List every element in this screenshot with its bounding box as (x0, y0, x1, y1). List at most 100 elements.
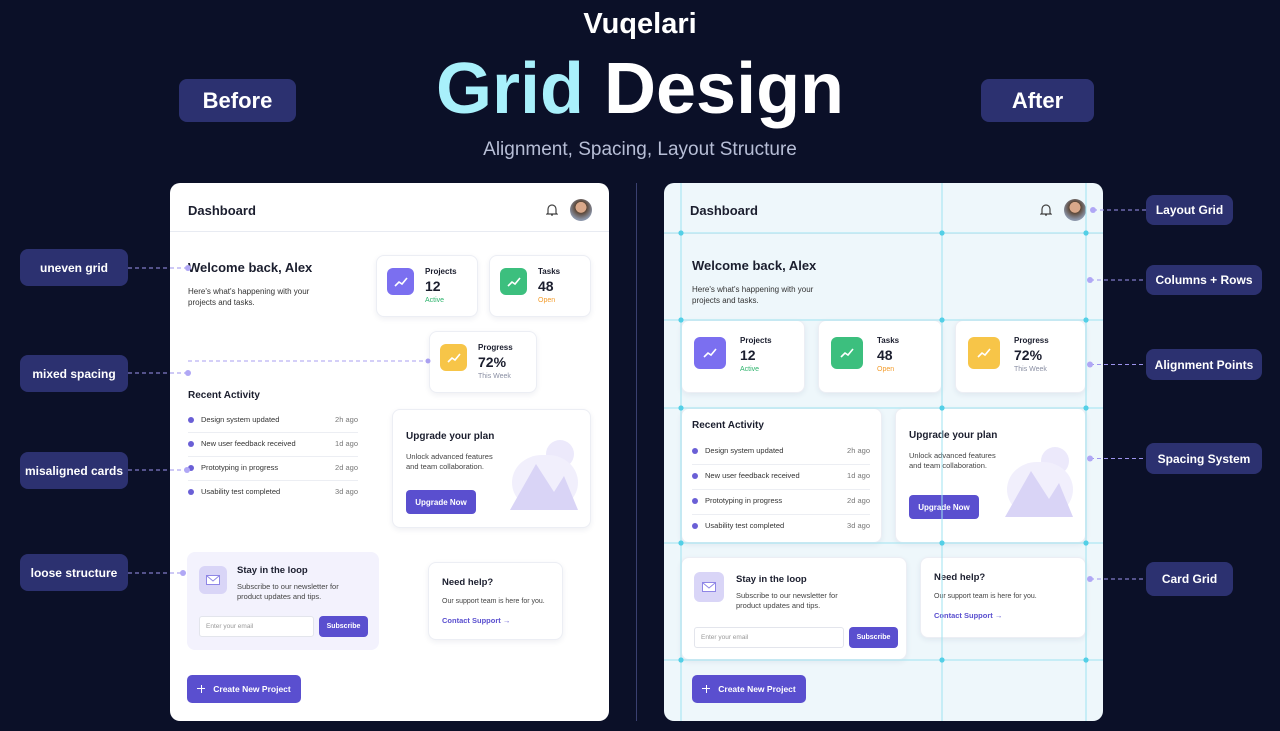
activity-dot (692, 448, 698, 454)
subscribe-button[interactable]: Subscribe (849, 627, 898, 648)
upgrade-card: Upgrade your plan Unlock advanced feature… (895, 408, 1086, 543)
activity-separator (188, 432, 358, 433)
brand: Vuqelari (583, 8, 697, 40)
newsletter-card: Stay in the loop Subscribe to our newslet… (187, 552, 379, 650)
icon-glyph (393, 276, 408, 287)
annotation-pill: uneven grid (20, 249, 128, 286)
subscribe-button[interactable]: Subscribe (319, 616, 368, 637)
activity-dot (692, 523, 698, 529)
divider (636, 183, 637, 721)
create-button[interactable]: Create New Project (692, 675, 806, 703)
upgrade-text: Unlock advanced features and team collab… (909, 451, 996, 470)
newsletter-title: Stay in the loop (736, 574, 807, 585)
create-label: Create New Project (213, 684, 291, 694)
activity-separator (692, 513, 870, 515)
annotation-pill: Alignment Points (1146, 349, 1262, 380)
header-title: Dashboard (188, 203, 256, 218)
stat-label: Projects (740, 336, 772, 345)
icon (199, 566, 227, 594)
activity-separator (188, 480, 358, 481)
bell-icon (1039, 203, 1053, 217)
annotation-pill: loose structure (20, 554, 128, 591)
activity-time: 3d ago (335, 487, 358, 496)
activity-text: New user feedback received (201, 439, 296, 448)
annotation-pill: mixed spacing (20, 355, 128, 392)
headline-rest: Design (603, 49, 845, 129)
activity-time: 1d ago (335, 439, 358, 448)
subtitle: Alignment, Spacing, Layout Structure (483, 139, 797, 160)
stat-card: Projects 12 Active (681, 320, 805, 393)
mountains (1005, 446, 1073, 517)
annotation-pill: Layout Grid (1146, 195, 1233, 225)
activity-text: Prototyping in progress (705, 496, 783, 505)
stat-label: Projects (425, 267, 457, 276)
icon-glyph (703, 348, 717, 358)
upgrade-text: Unlock advanced features and team collab… (406, 452, 493, 471)
activity-time: 1d ago (847, 471, 870, 480)
create-label: Create New Project (718, 684, 796, 694)
stat-label: Tasks (538, 267, 561, 276)
avatar[interactable] (1064, 199, 1086, 221)
email-input[interactable]: Enter your email (199, 616, 314, 637)
headline: Grid Design (0, 48, 1280, 130)
after-dashboard: Dashboard Welcome back, Alex Here's what's… (664, 183, 1103, 721)
help-card: Need help? Our support team is here for y… (428, 562, 563, 640)
intro: Here's what's happening with your projec… (188, 287, 310, 307)
stat-note: This Week (1014, 366, 1047, 373)
header-title: Dashboard (690, 203, 758, 218)
help-link[interactable]: Contact Support → (442, 616, 511, 625)
activity-text: Design system updated (705, 446, 784, 455)
icon-glyph (977, 348, 991, 358)
upgrade-button[interactable]: Upgrade Now (406, 490, 476, 514)
activity-dot (692, 498, 698, 504)
newsletter-card: Stay in the loop Subscribe to our newslet… (681, 557, 907, 660)
stat-value: 48 (877, 347, 893, 363)
activity-dot (188, 465, 194, 471)
newsletter-title: Stay in the loop (237, 565, 308, 576)
help-text: Our support team is here for you. (934, 593, 1037, 600)
intro: Here's what's happening with your projec… (692, 285, 814, 305)
create-button[interactable]: Create New Project (187, 675, 301, 703)
newsletter-text: Subscribe to our newsletter for product … (237, 582, 339, 601)
stat-label: Progress (1014, 336, 1049, 345)
help-card: Need help? Our support team is here for y… (920, 557, 1086, 638)
mountains (510, 439, 578, 510)
upgrade-title: Upgrade your plan (406, 431, 495, 442)
activity-time: 2h ago (335, 415, 358, 424)
activity-title: Recent Activity (692, 420, 764, 431)
activity-dot (692, 473, 698, 479)
activity-dot (188, 489, 194, 495)
help-text: Our support team is here for you. (442, 598, 545, 605)
annotation-pill: misaligned cards (20, 452, 128, 489)
help-title: Need help? (442, 577, 494, 588)
stat-note: This Week (478, 373, 511, 380)
header-divider (664, 233, 1103, 234)
icon (440, 344, 467, 371)
bell-icon (545, 203, 559, 217)
upgrade-button[interactable]: Upgrade Now (909, 495, 979, 519)
activity-separator (692, 488, 870, 490)
stat-card: Progress 72% This Week (429, 331, 537, 393)
stat-label: Progress (478, 343, 513, 352)
activity-dot (188, 441, 194, 447)
upgrade-title: Upgrade your plan (909, 430, 998, 441)
stat-card: Tasks 48 Open (818, 320, 942, 393)
stat-value: 12 (740, 347, 756, 363)
icon (387, 268, 414, 295)
avatar[interactable] (570, 199, 592, 221)
stat-card: Projects 12 Active (376, 255, 478, 317)
activity-text: New user feedback received (705, 471, 800, 480)
upgrade-illustration (997, 437, 1077, 517)
icon (694, 337, 726, 369)
activity-card (681, 408, 882, 543)
email-input[interactable]: Enter your email (694, 627, 844, 648)
stat-value: 48 (538, 278, 554, 294)
stat-label: Tasks (877, 336, 900, 345)
stat-card: Progress 72% This Week (955, 320, 1086, 393)
icon-glyph (702, 582, 716, 592)
activity-time: 3d ago (847, 521, 870, 530)
activity-text: Usability test completed (705, 521, 785, 530)
upgrade-illustration (502, 430, 582, 510)
before-label: Before (179, 79, 296, 122)
help-link[interactable]: Contact Support → (934, 611, 1003, 620)
